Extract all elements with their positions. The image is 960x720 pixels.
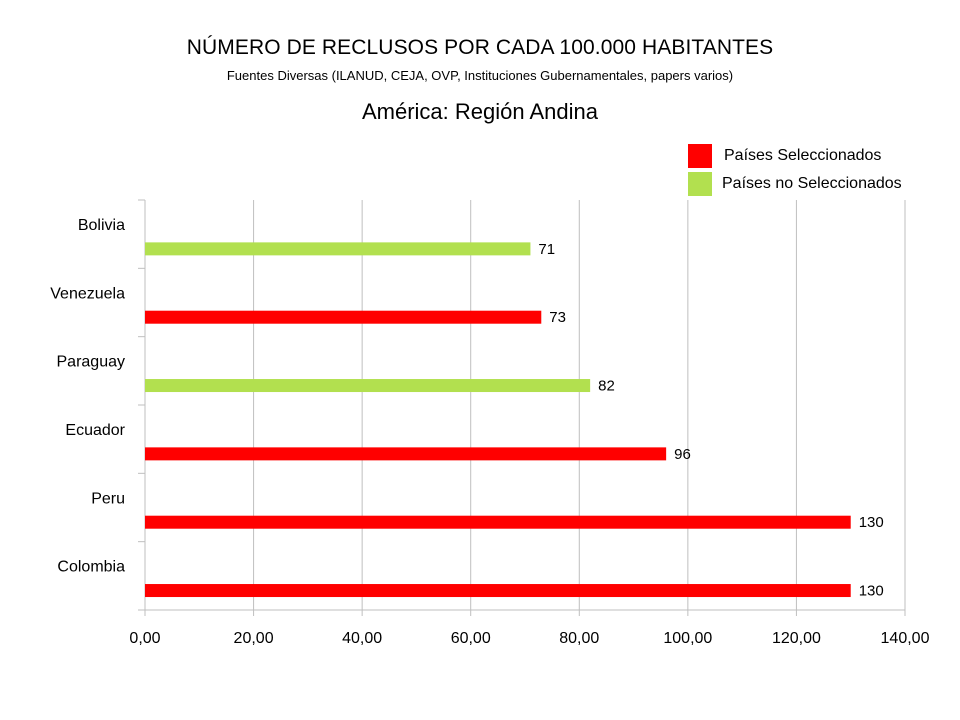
x-tick-label: 100,00 [663,630,712,647]
bar-paraguay [145,379,591,393]
legend-swatch-seleccionados [688,144,712,168]
x-tick-label: 120,00 [772,630,821,647]
bar-bolivia [145,242,531,256]
legend-label-no-seleccionados: Países no Seleccionados [722,175,902,192]
category-label: Paraguay [57,354,126,371]
data-label: 82 [598,378,615,395]
x-tick-label: 0,00 [129,630,160,647]
chart-title: NÚMERO DE RECLUSOS POR CADA 100.000 HABI… [186,36,774,59]
legend-label-seleccionados: Países Seleccionados [724,147,882,164]
legend-swatch-no-seleccionados [688,172,712,196]
x-tick-label: 80,00 [559,630,599,647]
data-label: 96 [674,446,691,463]
x-tick-label: 40,00 [342,630,382,647]
bar-peru [145,515,851,529]
x-tick-label: 60,00 [451,630,491,647]
category-label: Bolivia [78,217,125,234]
category-label: Venezuela [50,285,125,302]
legend-item-no-seleccionados: Países no Seleccionados [688,172,902,196]
data-label: 73 [549,309,566,326]
x-tick-label: 20,00 [234,630,274,647]
region-title: América: Región Andina [361,99,599,124]
x-tick-label: 140,00 [881,630,930,647]
data-label: 130 [859,583,884,600]
category-label: Colombia [57,559,125,576]
data-label: 130 [859,514,884,531]
bar-venezuela [145,310,542,324]
bar-colombia [145,584,851,598]
category-label: Ecuador [65,422,125,439]
legend-item-seleccionados: Países Seleccionados [688,144,881,168]
data-label: 71 [538,241,555,258]
category-label: Peru [91,490,125,507]
chart-subtitle: Fuentes Diversas (ILANUD, CEJA, OVP, Ins… [226,68,734,83]
bar-ecuador [145,447,667,461]
